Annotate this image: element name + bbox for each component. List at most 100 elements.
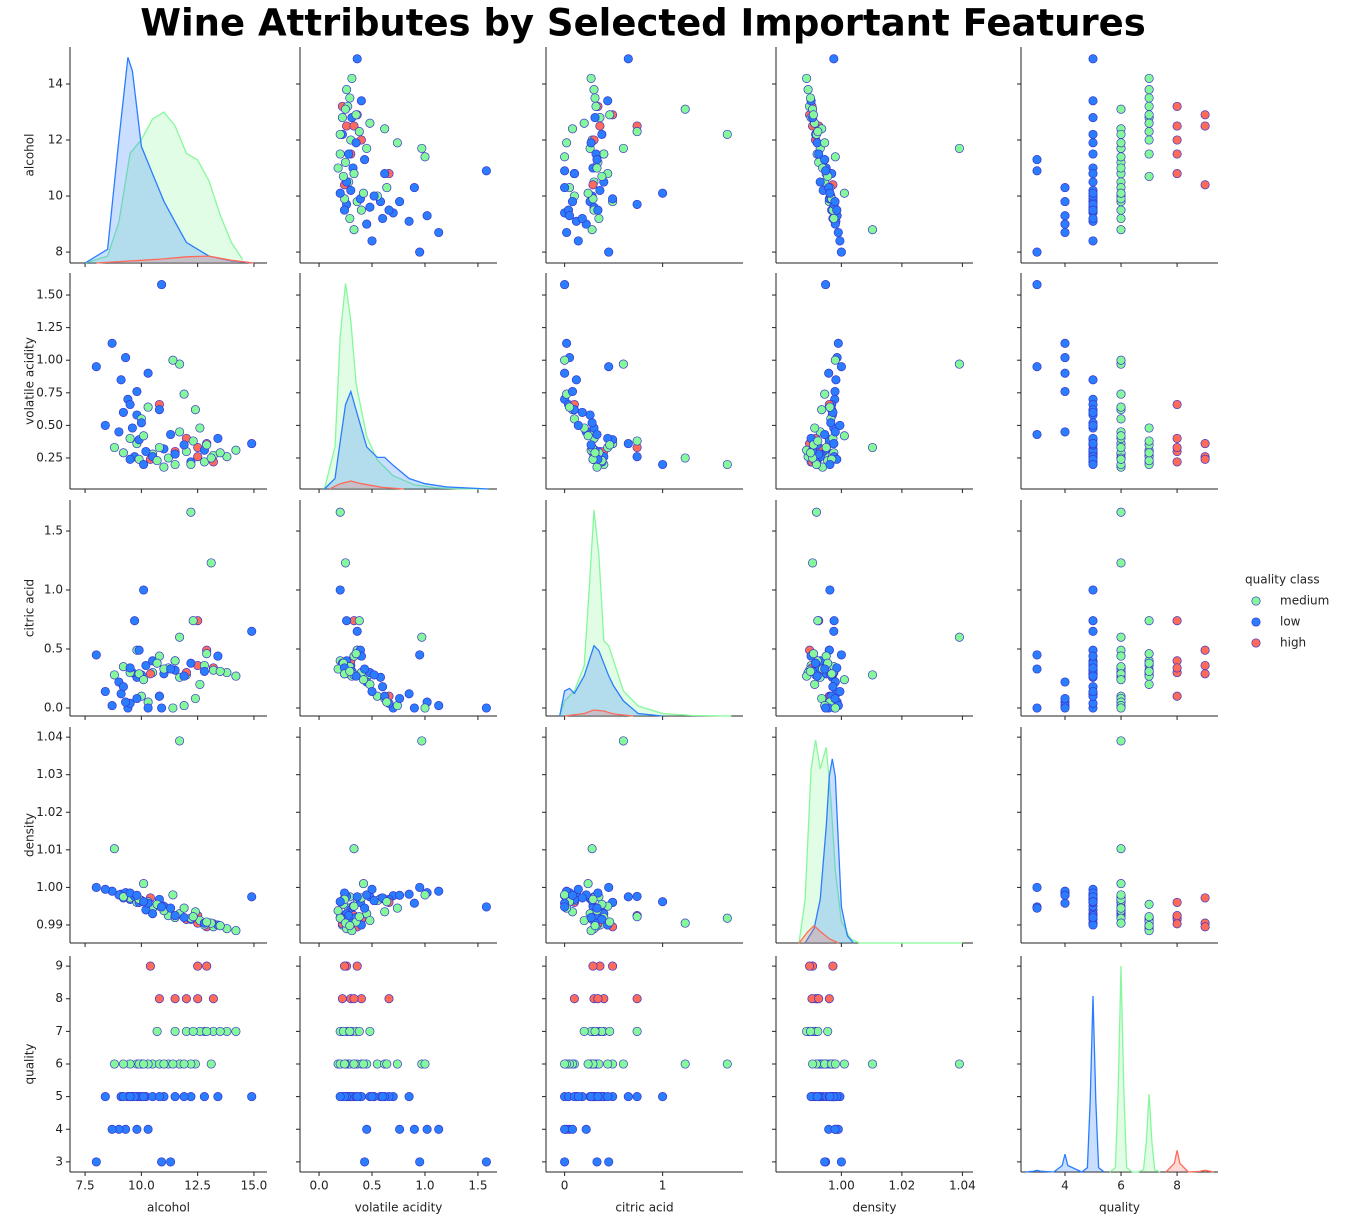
scatter-point bbox=[1088, 912, 1098, 923]
scatter-point bbox=[1116, 152, 1126, 162]
scatter-point bbox=[175, 736, 185, 746]
scatter-point bbox=[1144, 149, 1154, 159]
scatter-point bbox=[560, 1157, 570, 1167]
scatter-point bbox=[114, 427, 124, 437]
x-axis-label: quality bbox=[1099, 1201, 1140, 1215]
scatter-point bbox=[833, 227, 843, 238]
y-axis-label: density bbox=[23, 813, 37, 857]
scatter-point bbox=[1200, 893, 1210, 903]
scatter-point bbox=[829, 213, 839, 224]
scatter-point bbox=[434, 227, 444, 238]
scatter-point bbox=[335, 149, 345, 159]
scatter-point bbox=[1032, 882, 1042, 892]
scatter-point bbox=[352, 961, 362, 971]
scatter-point bbox=[632, 127, 642, 137]
panel bbox=[1017, 273, 1218, 493]
scatter-point bbox=[422, 211, 432, 221]
scatter-point bbox=[803, 85, 813, 95]
scatter-point bbox=[1032, 664, 1042, 674]
scatter-point bbox=[118, 682, 128, 692]
scatter-point bbox=[434, 701, 444, 711]
scatter-point bbox=[830, 703, 840, 713]
scatter-point bbox=[573, 420, 583, 430]
scatter-point bbox=[193, 994, 203, 1004]
scatter-point bbox=[154, 405, 164, 415]
scatter-point bbox=[170, 459, 180, 470]
scatter-point bbox=[1172, 691, 1182, 701]
scatter-point bbox=[404, 216, 414, 226]
scatter-point bbox=[404, 889, 414, 899]
scatter-point bbox=[680, 1059, 690, 1069]
scatter-point bbox=[247, 626, 257, 636]
scatter-point bbox=[349, 225, 359, 235]
y-tick-label: 8 bbox=[55, 991, 63, 1005]
scatter-point bbox=[832, 205, 842, 215]
scatter-point bbox=[170, 994, 180, 1004]
scatter-point bbox=[362, 1124, 372, 1134]
scatter-point bbox=[588, 961, 598, 971]
scatter-point bbox=[163, 453, 173, 463]
legend-label: low bbox=[1280, 615, 1301, 629]
scatter-point bbox=[417, 736, 427, 746]
scatter-point bbox=[358, 1059, 369, 1069]
scatter-point bbox=[1060, 211, 1070, 221]
scatter-point bbox=[365, 202, 375, 212]
scatter-point bbox=[213, 433, 223, 443]
y-tick-label: 1.03 bbox=[36, 767, 63, 781]
scatter-point bbox=[154, 1092, 164, 1102]
scatter-point bbox=[338, 171, 348, 181]
scatter-point bbox=[1144, 679, 1154, 689]
kde-fill bbox=[324, 283, 489, 489]
scatter-point bbox=[618, 736, 628, 746]
scatter-point bbox=[365, 1026, 375, 1036]
scatter-point bbox=[340, 558, 351, 568]
scatter-point bbox=[1200, 439, 1210, 449]
x-tick-label: 4 bbox=[1061, 1179, 1069, 1193]
scatter-point bbox=[590, 448, 600, 458]
scatter-point bbox=[157, 703, 167, 713]
y-tick-label: 0.5 bbox=[44, 641, 63, 655]
kde-line bbox=[798, 739, 963, 944]
kde-fill bbox=[559, 510, 732, 716]
scatter-point bbox=[577, 213, 587, 224]
scatter-point bbox=[333, 163, 343, 173]
scatter-point bbox=[820, 138, 830, 148]
scatter-point bbox=[1060, 183, 1070, 193]
scatter-point bbox=[145, 961, 155, 971]
scatter-point bbox=[395, 693, 405, 704]
panel bbox=[1017, 500, 1218, 720]
scatter-point bbox=[1172, 897, 1182, 907]
y-tick-label: 1.0 bbox=[44, 583, 63, 597]
scatter-point bbox=[1200, 669, 1210, 679]
scatter-point bbox=[1060, 427, 1070, 437]
scatter-point bbox=[186, 507, 196, 517]
scatter-point bbox=[109, 1059, 119, 1069]
scatter-point bbox=[590, 921, 600, 931]
scatter-point bbox=[829, 54, 839, 64]
scatter-point bbox=[867, 1059, 878, 1069]
scatter-point bbox=[586, 912, 596, 923]
scatter-point bbox=[384, 205, 394, 215]
scatter-point bbox=[1144, 658, 1154, 668]
scatter-point bbox=[188, 1026, 198, 1036]
scatter-point bbox=[1200, 121, 1210, 131]
kde-fill bbox=[1109, 965, 1161, 1172]
scatter-point bbox=[342, 85, 352, 95]
scatter-point bbox=[125, 1092, 135, 1102]
scatter-point bbox=[358, 188, 369, 198]
scatter-point bbox=[632, 1092, 642, 1102]
scatter-point bbox=[593, 205, 603, 215]
x-tick-label: 8 bbox=[1173, 1179, 1181, 1193]
scatter-point bbox=[1200, 454, 1210, 464]
scatter-point bbox=[1060, 338, 1070, 348]
scatter-point bbox=[835, 686, 845, 697]
scatter-point bbox=[836, 650, 846, 660]
scatter-point bbox=[417, 632, 427, 642]
scatter-point bbox=[1172, 101, 1182, 111]
y-axis-label: quality bbox=[23, 1043, 37, 1084]
x-tick-label: 12.5 bbox=[184, 1179, 211, 1193]
scatter-point bbox=[1116, 355, 1126, 365]
scatter-point bbox=[179, 903, 189, 913]
scatter-point bbox=[349, 169, 359, 179]
scatter-point bbox=[592, 163, 602, 173]
